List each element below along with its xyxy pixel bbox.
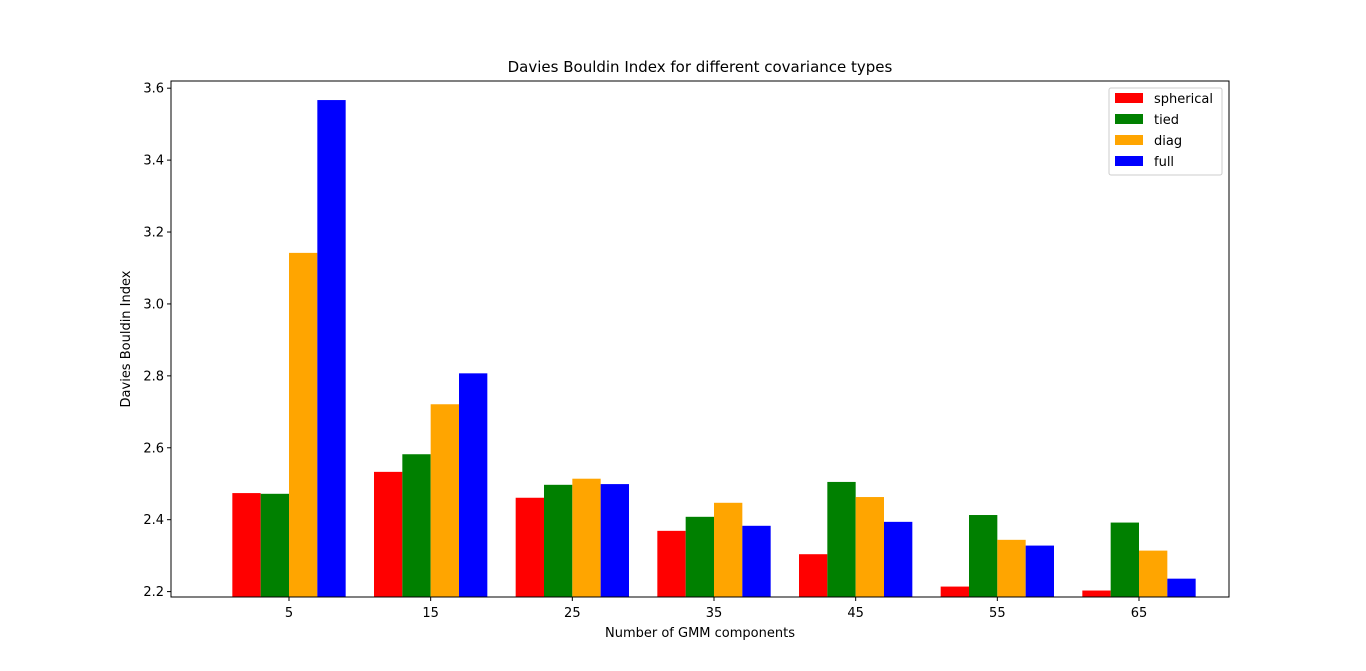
bar-tied-5 [260, 493, 289, 597]
y-tick-label: 2.2 [143, 585, 164, 600]
bar-spherical-35 [657, 530, 686, 597]
x-tick-label: 25 [564, 606, 581, 621]
y-tick-label: 3.4 [143, 154, 164, 169]
y-tick-label: 2.4 [143, 513, 164, 528]
y-tick-label: 2.6 [143, 441, 164, 456]
legend-swatch-diag [1115, 135, 1143, 145]
bar-diag-45 [855, 497, 884, 597]
bar-tied-55 [969, 515, 998, 597]
bar-diag-35 [714, 502, 743, 597]
y-tick-label: 2.8 [143, 369, 164, 384]
x-axis-label: Number of GMM components [605, 626, 795, 641]
bar-full-5 [317, 100, 346, 598]
x-tick-label: 35 [706, 606, 723, 621]
bar-tied-15 [402, 454, 431, 597]
plot-frame [170, 80, 1230, 598]
y-ticks-group: 2.2 2.4 2.6 2.8 3.0 3.2 3.4 3.6 [143, 82, 171, 600]
legend-label-diag: diag [1154, 134, 1182, 149]
bar-tied-45 [827, 481, 856, 597]
legend-swatch-full [1115, 156, 1143, 166]
bar-diag-55 [997, 539, 1026, 597]
bar-diag-5 [289, 252, 318, 598]
x-ticks-group: 5 15 25 35 45 55 65 [285, 597, 1147, 621]
bar-spherical-25 [515, 497, 544, 597]
legend-label-full: full [1154, 155, 1174, 170]
bar-diag-65 [1139, 550, 1168, 597]
bar-diag-25 [572, 478, 601, 597]
x-tick-label: 55 [989, 606, 1006, 621]
bar-full-35 [742, 525, 771, 597]
y-tick-label: 3.0 [143, 297, 164, 312]
legend-box [1108, 87, 1223, 176]
x-tick-label: 65 [1131, 606, 1148, 621]
bar-spherical-15 [374, 471, 403, 597]
legend-swatch-tied [1115, 114, 1143, 124]
legend: spherical tied diag full [1108, 87, 1223, 176]
x-tick-label: 5 [285, 606, 293, 621]
bar-diag-15 [430, 404, 459, 597]
legend-label-spherical: spherical [1154, 92, 1213, 107]
bar-full-65 [1167, 578, 1196, 597]
bar-full-45 [884, 521, 913, 597]
y-tick-label: 3.6 [143, 82, 164, 97]
legend-label-tied: tied [1154, 113, 1179, 128]
bar-tied-35 [685, 516, 714, 597]
bar-spherical-65 [1082, 590, 1111, 597]
bar-spherical-45 [799, 554, 828, 597]
x-tick-label: 45 [847, 606, 864, 621]
y-axis-label: Davies Bouldin Index [119, 270, 134, 407]
bars-group [232, 100, 1196, 598]
bar-full-25 [600, 484, 629, 597]
x-tick-label: 15 [422, 606, 439, 621]
chart-title: Davies Bouldin Index for different covar… [508, 58, 893, 76]
bar-spherical-5 [232, 493, 261, 597]
bar-tied-65 [1110, 522, 1139, 597]
y-tick-label: 3.2 [143, 226, 164, 241]
bar-tied-25 [544, 484, 573, 597]
legend-swatch-spherical [1115, 93, 1143, 103]
bar-full-55 [1025, 545, 1054, 597]
bar-spherical-55 [940, 586, 969, 597]
bar-full-15 [459, 373, 488, 597]
